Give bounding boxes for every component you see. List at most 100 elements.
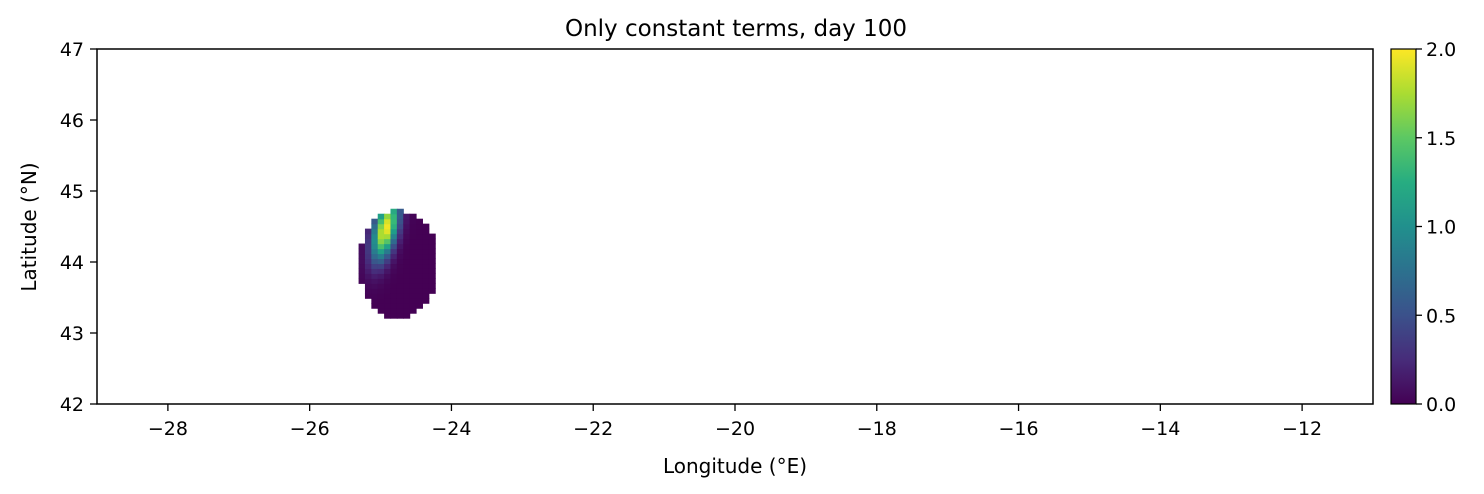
heatmap-cell <box>371 248 379 255</box>
heatmap-cell <box>416 253 423 260</box>
heatmap-cell <box>403 248 411 255</box>
heatmap-cell <box>384 298 392 304</box>
heatmap-cell <box>390 218 398 225</box>
heatmap-cell <box>416 288 423 294</box>
heatmap-cell <box>384 233 392 240</box>
heatmap-cell <box>428 233 436 240</box>
heatmap-cell <box>384 243 392 250</box>
y-axis-label: Latitude (°N) <box>17 162 41 291</box>
heatmap-cell <box>377 228 385 235</box>
heatmap-cell <box>384 273 392 279</box>
heatmap-cell <box>390 308 398 314</box>
heatmap-cell <box>364 288 372 294</box>
heatmap-cell <box>416 268 423 274</box>
heatmap-cell <box>422 293 430 299</box>
heatmap-cell <box>371 253 379 260</box>
heatmap-cell <box>364 238 372 245</box>
heatmap-cell <box>371 278 379 284</box>
heatmap-cell <box>409 263 417 269</box>
heatmap-cell <box>409 268 417 274</box>
heatmap-cell <box>428 248 436 255</box>
heatmap-cell <box>377 303 385 309</box>
heatmap-cell <box>409 258 417 265</box>
x-tick-label: −18 <box>857 418 897 440</box>
heatmap-cell <box>396 273 404 279</box>
heatmap-cell <box>409 223 417 230</box>
heatmap-cell <box>390 298 398 304</box>
heatmap-cell <box>371 293 379 299</box>
heatmap-cell <box>422 263 430 269</box>
heatmap-cell <box>422 243 430 250</box>
heatmap-cell <box>377 223 385 230</box>
heatmap-cell <box>384 218 392 225</box>
heatmap-cell <box>403 298 411 304</box>
heatmap-cell <box>377 278 385 284</box>
heatmap-cell <box>416 258 423 265</box>
heatmap-cell <box>422 258 430 265</box>
heatmap-cell <box>403 253 411 260</box>
heatmap-cell <box>377 218 385 225</box>
heatmap-cell <box>396 208 404 215</box>
heatmap-cell <box>377 268 385 274</box>
heatmap-cell <box>416 283 423 289</box>
heatmap-cell <box>371 273 379 279</box>
heatmap-cell <box>384 228 392 235</box>
heatmap-cell <box>390 248 398 255</box>
heatmap-cell <box>409 253 417 260</box>
chart-title: Only constant terms, day 100 <box>565 16 907 42</box>
heatmap-cell <box>403 268 411 274</box>
x-tick-label: −20 <box>715 418 755 440</box>
heatmap-cell <box>390 293 398 299</box>
heatmap-cell <box>409 238 417 245</box>
heatmap-cell <box>396 308 404 314</box>
heatmap-cell <box>422 233 430 240</box>
heatmap-cell <box>358 278 366 284</box>
heatmap-cell <box>390 253 398 260</box>
heatmap-cell <box>364 273 372 279</box>
heatmap-cell <box>371 243 379 250</box>
x-axis: −28 −26 −24 −22 −20 −18 −16 −14 −12 <box>148 404 1322 440</box>
heatmap-cell <box>396 253 404 260</box>
heatmap-cell <box>403 313 411 319</box>
heatmap-cell <box>416 298 423 304</box>
heatmap-cell <box>403 303 411 309</box>
heatmap-cell <box>428 253 436 260</box>
heatmap-cell <box>390 268 398 274</box>
heatmap-cell <box>364 293 372 299</box>
heatmap-cell <box>422 223 430 230</box>
heatmap-cell <box>364 248 372 255</box>
heatmap-cell <box>396 268 404 274</box>
heatmap-cell <box>422 288 430 294</box>
heatmap-cell <box>377 248 385 255</box>
heatmap-cell <box>384 223 392 230</box>
heatmap-cell <box>390 258 398 265</box>
x-tick-label: −22 <box>573 418 613 440</box>
heatmap-cell <box>409 228 417 235</box>
colorbar-tick-label: 1.5 <box>1426 128 1456 150</box>
heatmap-cell <box>377 258 385 265</box>
heatmap-cell <box>396 238 404 245</box>
heatmap-cell <box>409 293 417 299</box>
heatmap-cell <box>409 283 417 289</box>
heatmap-cell <box>409 273 417 279</box>
heatmap-cell <box>384 258 392 265</box>
heatmap-cell <box>396 278 404 284</box>
heatmap-cell <box>416 243 423 250</box>
heatmap-cell <box>377 253 385 260</box>
heatmap-cell <box>384 288 392 294</box>
heatmap-cell <box>390 238 398 245</box>
heatmap-cell <box>384 248 392 255</box>
heatmap-cell <box>371 298 379 304</box>
heatmap-cell <box>422 228 430 235</box>
heatmap-cell <box>428 273 436 279</box>
heatmap-cell <box>409 278 417 284</box>
heatmap-cell <box>364 228 372 235</box>
heatmap-cell <box>428 243 436 250</box>
heatmap-cell <box>390 313 398 319</box>
y-tick-label: 42 <box>60 394 84 416</box>
heatmap-cell <box>384 268 392 274</box>
heatmap-cell <box>364 253 372 260</box>
heatmap-cell <box>364 283 372 289</box>
heatmap-cell <box>409 213 417 220</box>
